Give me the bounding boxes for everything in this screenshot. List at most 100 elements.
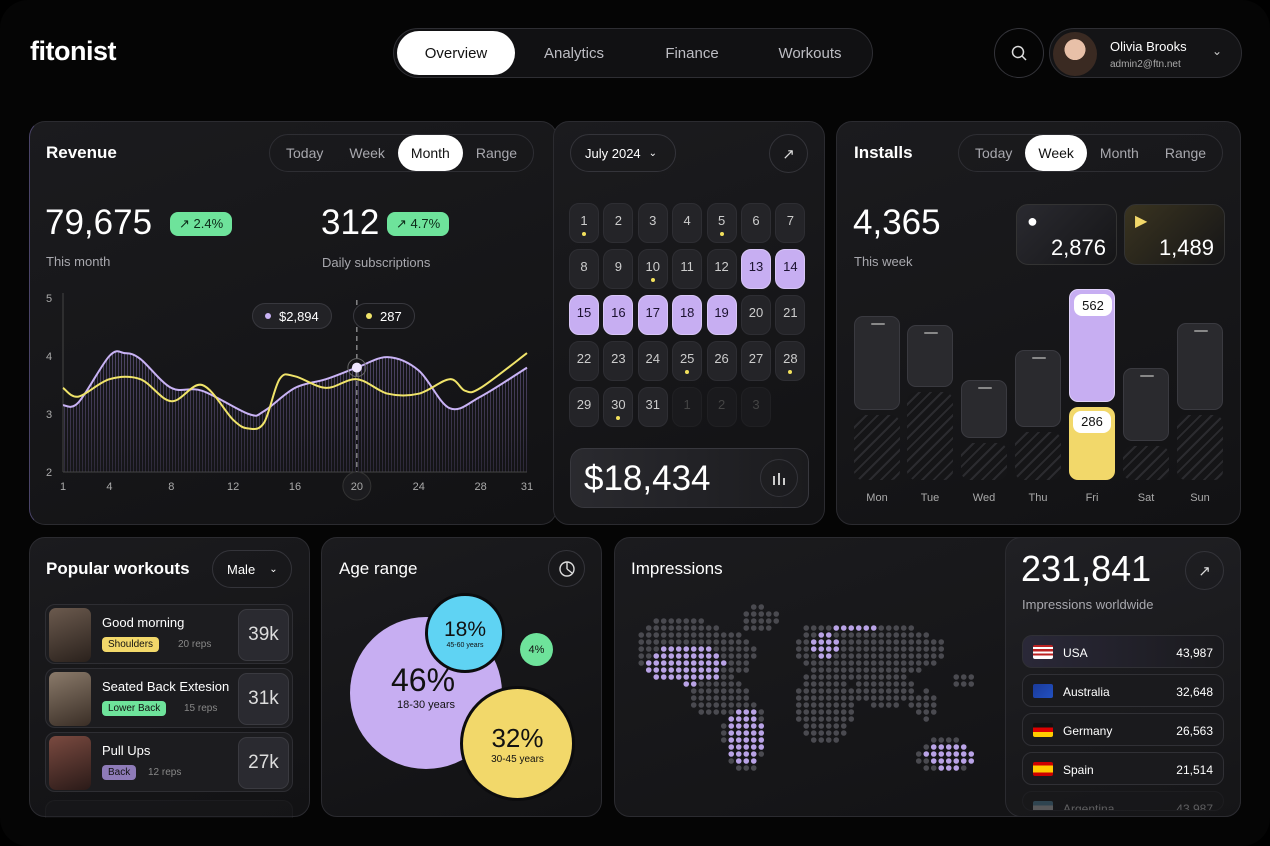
calendar-day[interactable]: 17 xyxy=(637,295,668,335)
map-dot xyxy=(653,660,660,666)
map-dot xyxy=(848,716,855,722)
day-number: 7 xyxy=(786,213,794,228)
map-dot xyxy=(735,737,742,743)
period-today[interactable]: Today xyxy=(286,145,324,161)
installs-bar-upper[interactable] xyxy=(961,379,1007,438)
search-button[interactable] xyxy=(994,28,1044,78)
country-row[interactable]: Argentina 43,987 xyxy=(1022,791,1224,811)
pie-chart-button[interactable] xyxy=(548,550,585,587)
age-pct: 4% xyxy=(528,643,545,656)
calendar-day[interactable]: 26 xyxy=(706,341,737,381)
calendar-day[interactable]: 15 xyxy=(569,295,599,335)
calendar-expand-button[interactable]: ↗ xyxy=(769,134,808,173)
calendar-day[interactable]: 18 xyxy=(672,295,703,335)
map-dot xyxy=(653,632,660,638)
map-dot xyxy=(908,695,915,701)
calendar-day[interactable]: 1 xyxy=(672,387,703,427)
country-row[interactable]: Australia 32,648 xyxy=(1022,674,1224,707)
map-dot xyxy=(840,660,847,666)
map-dot xyxy=(825,646,832,652)
period-range[interactable]: Range xyxy=(1164,145,1207,161)
calendar-day[interactable]: 31 xyxy=(637,387,668,427)
period-week[interactable]: Week xyxy=(1025,135,1087,171)
calendar-day[interactable]: 7 xyxy=(775,203,806,243)
calendar-day[interactable]: 2 xyxy=(706,387,737,427)
calendar-day[interactable]: 30 xyxy=(603,387,634,427)
tab-analytics[interactable]: Analytics xyxy=(543,44,605,62)
event-dot xyxy=(582,232,586,236)
calendar-day[interactable]: 3 xyxy=(637,203,668,243)
map-dot xyxy=(840,646,847,652)
list-item[interactable]: Seated Back Extesion Lower Back 15 reps … xyxy=(45,668,293,728)
day-number: 1 xyxy=(580,213,588,228)
user-menu[interactable]: Olivia Brooks admin2@ftn.net ⌄ xyxy=(1049,28,1242,78)
calendar-day[interactable]: 25 xyxy=(672,341,703,381)
chart-button[interactable] xyxy=(760,459,798,497)
period-month[interactable]: Month xyxy=(397,135,463,171)
map-dot xyxy=(930,695,937,701)
tab-finance[interactable]: Finance xyxy=(665,44,719,62)
calendar-day[interactable]: 28 xyxy=(775,341,806,381)
day-number: 17 xyxy=(645,305,661,320)
calendar-day[interactable]: 23 xyxy=(603,341,634,381)
map-dot xyxy=(728,744,735,750)
map-dot xyxy=(728,702,735,708)
calendar-day[interactable]: 2 xyxy=(603,203,634,243)
calendar-day[interactable]: 14 xyxy=(775,249,806,289)
map-dot xyxy=(893,702,900,708)
period-today[interactable]: Today xyxy=(975,145,1013,161)
calendar-day[interactable]: 5 xyxy=(706,203,737,243)
calendar-day[interactable]: 27 xyxy=(740,341,771,381)
installs-bar-upper[interactable] xyxy=(907,324,953,387)
installs-bar-upper[interactable] xyxy=(1123,367,1169,441)
period-week[interactable]: Week xyxy=(349,145,385,161)
list-item[interactable]: Good morning Shoulders 20 reps 39k xyxy=(45,604,293,664)
calendar-day[interactable]: 16 xyxy=(603,295,634,335)
map-dot xyxy=(675,639,682,645)
calendar-day[interactable]: 8 xyxy=(569,249,599,289)
period-month[interactable]: Month xyxy=(1099,145,1139,161)
calendar-day[interactable]: 20 xyxy=(740,295,771,335)
calendar-day[interactable]: 22 xyxy=(569,341,599,381)
calendar-day[interactable]: 12 xyxy=(706,249,737,289)
calendar-day[interactable]: 10 xyxy=(637,249,668,289)
impressions-expand-button[interactable]: ↗ xyxy=(1185,551,1224,590)
country-row[interactable]: Germany 26,563 xyxy=(1022,713,1224,746)
period-range[interactable]: Range xyxy=(475,145,518,161)
map-dot xyxy=(863,632,870,638)
calendar-day[interactable]: 4 xyxy=(672,203,703,243)
country-row[interactable]: USA 43,987 xyxy=(1022,635,1224,668)
map-dot xyxy=(893,653,900,659)
map-dot xyxy=(810,639,817,645)
tab-workouts[interactable]: Workouts xyxy=(778,44,842,62)
gender-filter[interactable]: Male ⌄ xyxy=(212,550,292,588)
installs-bar-upper[interactable] xyxy=(1177,322,1223,410)
calendar-day[interactable]: 13 xyxy=(740,249,771,289)
installs-bar-upper[interactable] xyxy=(854,315,900,410)
map-dot xyxy=(690,653,697,659)
calendar-day[interactable]: 9 xyxy=(603,249,634,289)
map-dot xyxy=(810,737,817,743)
calendar-day[interactable]: 19 xyxy=(706,295,737,335)
map-dot xyxy=(833,737,840,743)
calendar-day[interactable]: 21 xyxy=(775,295,806,335)
map-dot xyxy=(878,695,885,701)
installs-period-selector: Today Week Month Range xyxy=(958,134,1224,172)
calendar-day[interactable]: 29 xyxy=(569,387,599,427)
calendar-day[interactable]: 1 xyxy=(569,203,599,243)
calendar-day[interactable]: 3 xyxy=(740,387,771,427)
installs-bar-upper[interactable] xyxy=(1015,349,1061,427)
calendar-day[interactable]: 6 xyxy=(740,203,771,243)
calendar-day[interactable]: 24 xyxy=(637,341,668,381)
country-row[interactable]: Spain 21,514 xyxy=(1022,752,1224,785)
map-dot xyxy=(885,646,892,652)
map-dot xyxy=(743,688,750,694)
installs-bar-upper[interactable]: 562 xyxy=(1069,289,1115,402)
map-dot xyxy=(758,716,765,722)
list-item[interactable]: Pull Ups Back 12 reps 27k xyxy=(45,732,293,792)
month-selector[interactable]: July 2024 ⌄ xyxy=(570,134,676,172)
tab-overview[interactable]: Overview xyxy=(397,31,515,75)
map-dot xyxy=(923,765,930,771)
calendar-day[interactable]: 11 xyxy=(672,249,703,289)
day-number: 21 xyxy=(783,305,798,320)
